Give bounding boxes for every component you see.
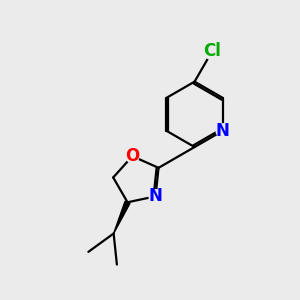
Circle shape <box>203 42 221 60</box>
Circle shape <box>126 150 139 163</box>
Text: Cl: Cl <box>203 42 221 60</box>
Circle shape <box>149 190 162 203</box>
Circle shape <box>216 124 230 137</box>
Text: N: N <box>148 187 163 205</box>
Text: N: N <box>216 122 230 140</box>
Text: O: O <box>125 147 140 165</box>
Polygon shape <box>114 201 130 233</box>
